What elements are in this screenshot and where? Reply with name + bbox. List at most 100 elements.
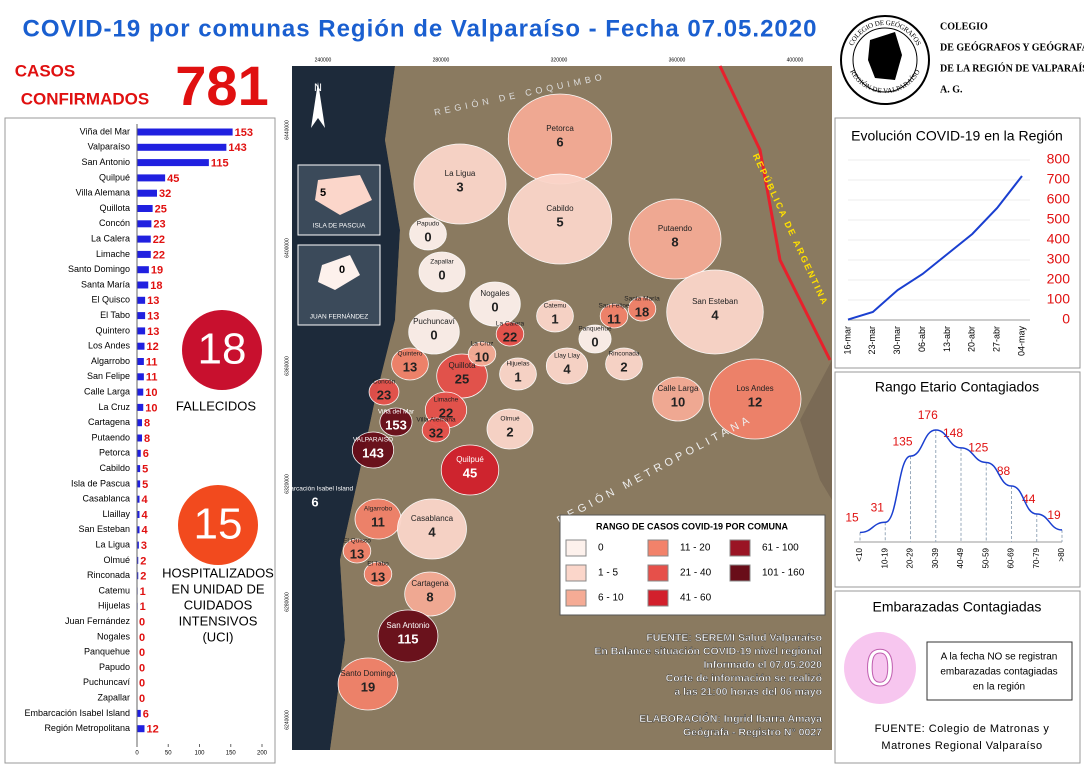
source-text: a las 21:00 horas del 06 mayo	[674, 686, 822, 698]
bar-label: Panquehue	[84, 647, 130, 657]
bar-value: 115	[211, 158, 229, 170]
bar	[137, 572, 139, 580]
comuna-value: 4	[563, 361, 571, 376]
data-label: 88	[997, 464, 1011, 478]
bar	[137, 526, 140, 534]
bar-value: 0	[139, 617, 145, 629]
bar-value: 19	[151, 265, 163, 277]
bar-label: El Tabo	[100, 310, 130, 320]
bar	[137, 327, 146, 335]
legend-swatch	[647, 589, 669, 607]
data-label: 176	[918, 408, 938, 422]
comuna-name: Cabildo	[546, 204, 574, 213]
bar-label: La Ligua	[95, 539, 130, 549]
x-tick-label: 70-79	[1032, 547, 1041, 568]
data-label: 15	[845, 511, 859, 525]
bar-label: Catemu	[98, 585, 130, 595]
bar-value: 0	[139, 693, 145, 705]
title: COVID-19 por comunas Región de Valparaís…	[23, 15, 818, 42]
panel	[834, 371, 1081, 588]
comuna-area	[545, 347, 589, 385]
comuna-value: 2	[506, 424, 513, 439]
bar-value: 13	[147, 311, 159, 323]
y-tick-label: 400	[1047, 231, 1071, 247]
x-tick-label: 50	[165, 751, 172, 757]
comuna-area	[467, 341, 497, 367]
x-tick-label: 100	[194, 751, 205, 757]
comuna-area	[627, 296, 657, 322]
comuna-value: 10	[671, 394, 685, 409]
legend-swatch	[729, 564, 751, 582]
bar-value: 4	[142, 509, 149, 521]
x-tick-label: 27-abr	[992, 326, 1002, 352]
inset-name: ISLA DE PASCUA	[313, 223, 366, 230]
source-text: Informado el 07.05.2020	[704, 659, 823, 671]
bar-label: Villa Alemana	[76, 188, 130, 198]
bar	[137, 511, 140, 518]
source-text: FUENTE: Colegio de Matronas y	[875, 723, 1050, 735]
bar	[137, 235, 151, 243]
bar-value: 23	[153, 219, 165, 231]
deaths-value: 18	[198, 325, 247, 374]
comuna-value: 45	[463, 465, 477, 480]
comuna-name: Papudo	[417, 221, 440, 228]
bar-value: 13	[147, 326, 159, 338]
comuna-value: 5	[556, 214, 563, 229]
uci-label: (UCI)	[202, 629, 233, 644]
bar-label: Santa María	[81, 279, 130, 289]
uci-label: CUIDADOS	[184, 597, 253, 612]
comuna-area	[342, 538, 372, 564]
legend-label: 1 - 5	[598, 568, 618, 579]
bar-value: 6	[143, 708, 149, 720]
legend-label: 61 - 100	[762, 543, 799, 554]
data-label: 19	[1047, 508, 1061, 522]
comuna-name: Hijuelas	[506, 361, 530, 368]
inset-value: 5	[320, 187, 326, 199]
comuna-area	[605, 347, 643, 381]
legend-swatch	[647, 564, 669, 582]
bar-value: 32	[159, 188, 171, 200]
comuna-name: Concón	[373, 379, 396, 386]
bar-label: Papudo	[99, 662, 130, 672]
comuna-name: Viña del Mar	[378, 409, 415, 416]
bar-value: 143	[228, 142, 246, 154]
x-tick-label: 04-may	[1016, 326, 1026, 357]
comuna-name: Casablanca	[411, 514, 454, 523]
bar	[137, 358, 144, 365]
comuna-area	[652, 376, 704, 422]
bar-value: 4	[142, 525, 149, 537]
y-tick-label: 800	[1047, 151, 1071, 167]
bar-value: 22	[153, 249, 165, 261]
comuna-area	[708, 358, 802, 440]
comuna-area	[440, 444, 500, 496]
bar-value: 6	[143, 448, 149, 460]
comuna-name: La Cruz	[471, 341, 494, 348]
comuna-value: 12	[748, 394, 762, 409]
comuna-name: Calle Larga	[658, 384, 699, 393]
bar-value: 45	[167, 173, 179, 185]
comuna-name: Santa María	[624, 296, 660, 303]
y-tick-label: 100	[1047, 291, 1071, 307]
comuna-value: 18	[635, 304, 649, 319]
comuna-value: 0	[424, 229, 431, 244]
comuna-value: 4	[711, 307, 719, 322]
bar-label: Los Andes	[88, 341, 131, 351]
x-tick-label: 20-29	[906, 547, 915, 568]
bar-label: San Felipe	[87, 371, 130, 381]
comuna-name: Los Andes	[736, 384, 773, 393]
map: N	[292, 65, 832, 750]
comuna-name: Quilpué	[456, 455, 484, 464]
source-text: ELABORACIÓN: Ingrid Ibarra Amaya	[639, 712, 822, 725]
x-tick-label: 23-mar	[867, 326, 877, 355]
x-tick-label: 06-abr	[917, 326, 927, 352]
comuna-area	[421, 417, 451, 443]
comuna-name: Embarcación Isabel Island	[277, 486, 354, 493]
comuna-value: 0	[591, 334, 598, 349]
bar-label: Hijuelas	[98, 601, 131, 611]
x-tick-label: 200	[257, 751, 268, 757]
bar-label: San Antonio	[81, 157, 130, 167]
pregnancy-circle	[844, 632, 916, 704]
comuna-name: Cartagena	[411, 579, 449, 588]
bar	[137, 541, 139, 549]
comuna-name: Panquehue	[578, 326, 612, 333]
